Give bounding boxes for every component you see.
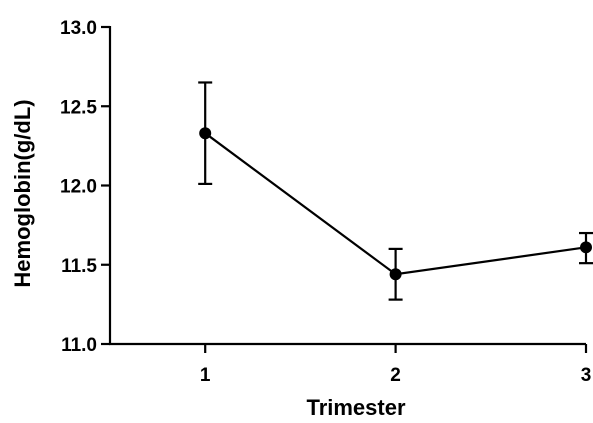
series (198, 81, 593, 301)
y-tick-label: 13.0 (60, 18, 97, 39)
x-tick-label: 2 (390, 365, 401, 386)
data-point (389, 268, 402, 281)
x-tick-label: 3 (581, 365, 592, 386)
y-tick-label: 11.5 (61, 256, 97, 277)
x-axis-title: Trimester (306, 395, 405, 420)
y-tick-label: 12.0 (60, 177, 97, 198)
y-axis-title: Hemoglobin(g/dL) (10, 99, 35, 287)
data-point (199, 127, 212, 140)
axes: 11.0 11.5 12.0 12.5 13.0 1 2 3 (60, 18, 591, 386)
y-tick-label: 12.5 (60, 97, 97, 118)
x-tick-label: 1 (200, 365, 211, 386)
data-point (580, 241, 592, 254)
y-tick-label: 11.0 (61, 335, 97, 356)
